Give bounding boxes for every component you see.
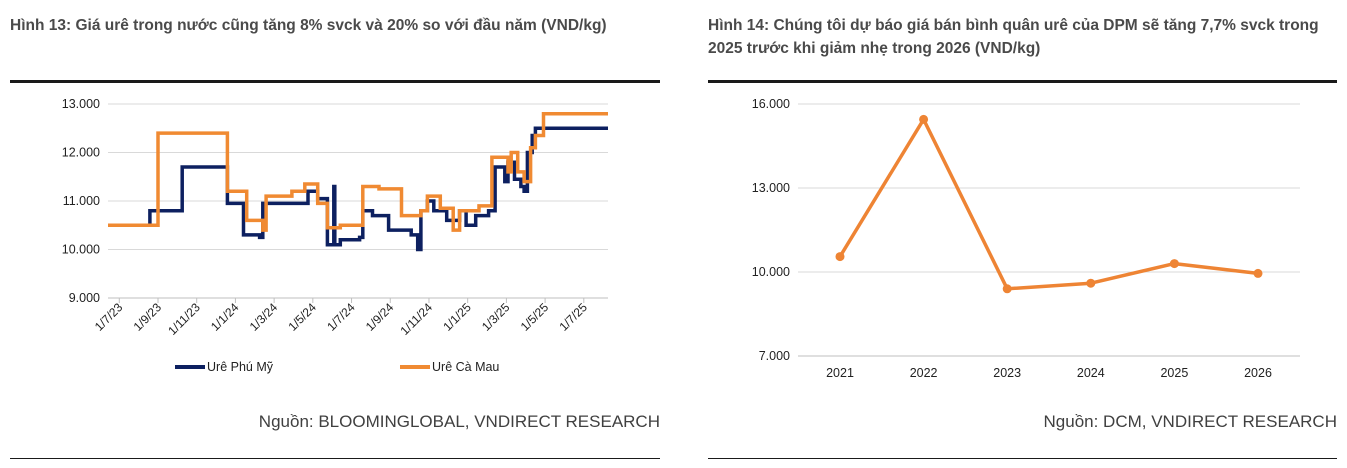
data-point (1169, 259, 1179, 269)
x-tick-label: 2022 (910, 366, 938, 380)
x-tick-label: 2025 (1160, 366, 1188, 380)
y-tick-label: 12.000 (62, 146, 100, 160)
y-tick-label: 16.000 (752, 97, 790, 111)
x-tick-label: 2024 (1077, 366, 1105, 380)
y-tick-label: 10.000 (752, 265, 790, 279)
x-tick-label: 1/1/25 (440, 300, 474, 334)
data-point (1086, 278, 1096, 288)
data-point (919, 114, 929, 124)
x-tick-label: 1/11/24 (398, 300, 436, 338)
figure-14-title: Hình 14: Chúng tôi dự báo giá bán bình q… (708, 17, 1319, 57)
dpm-urea-forecast-chart: 7.000 10.000 13.000 16.000 2021 2022 2023 2024 2… (752, 97, 1300, 380)
x-tick-label: 2026 (1244, 366, 1272, 380)
x-tick-label: 1/7/23 (92, 300, 126, 334)
bottom-rule (708, 458, 1337, 459)
y-tick-label: 13.000 (62, 97, 100, 111)
x-tick-label: 1/1/24 (208, 300, 242, 334)
x-tick-label: 1/5/24 (285, 300, 319, 334)
figure-13-source: Nguồn: BLOOMINGLOBAL, VNDIRECT RESEARCH (258, 412, 660, 431)
series-line (838, 117, 1259, 291)
y-tick-label: 7.000 (759, 349, 790, 363)
x-tick-label: 1/3/25 (479, 300, 513, 334)
series-line-phu-my (108, 126, 608, 252)
x-tick-label: 1/3/24 (247, 300, 281, 334)
y-tick-label: 9.000 (69, 291, 100, 305)
figure-14-source: Nguồn: DCM, VNDIRECT RESEARCH (1043, 412, 1337, 431)
series-line-ca-mau (108, 111, 608, 232)
bottom-rule (10, 458, 660, 459)
x-tick-label: 1/11/23 (165, 300, 203, 338)
x-tick-label: 1/7/25 (556, 300, 590, 334)
figure-13-title: Hình 13: Giá urê trong nước cũng tăng 8%… (10, 17, 607, 34)
figure-14: Hình 14: Chúng tôi dự báo giá bán bình q… (708, 0, 1337, 468)
top-rule (10, 80, 660, 83)
legend-label: Urê Phú Mỹ (207, 360, 274, 374)
data-point (835, 252, 845, 262)
x-tick-label: 2021 (826, 366, 854, 380)
top-rule (708, 80, 1337, 83)
x-tick-label: 1/9/24 (363, 300, 397, 334)
data-point (1002, 284, 1012, 294)
x-tick-label: 1/7/24 (324, 300, 358, 334)
y-tick-label: 13.000 (752, 181, 790, 195)
data-point (1253, 268, 1263, 278)
x-tick-label: 1/9/23 (131, 300, 165, 334)
figure-13: Hình 13: Giá urê trong nước cũng tăng 8%… (10, 0, 660, 468)
x-tick-label: 2023 (993, 366, 1021, 380)
y-tick-label: 11.000 (63, 194, 100, 208)
x-tick-label: 1/5/25 (518, 300, 552, 334)
y-tick-label: 10.000 (62, 243, 100, 257)
legend-label: Urê Cà Mau (432, 360, 499, 374)
